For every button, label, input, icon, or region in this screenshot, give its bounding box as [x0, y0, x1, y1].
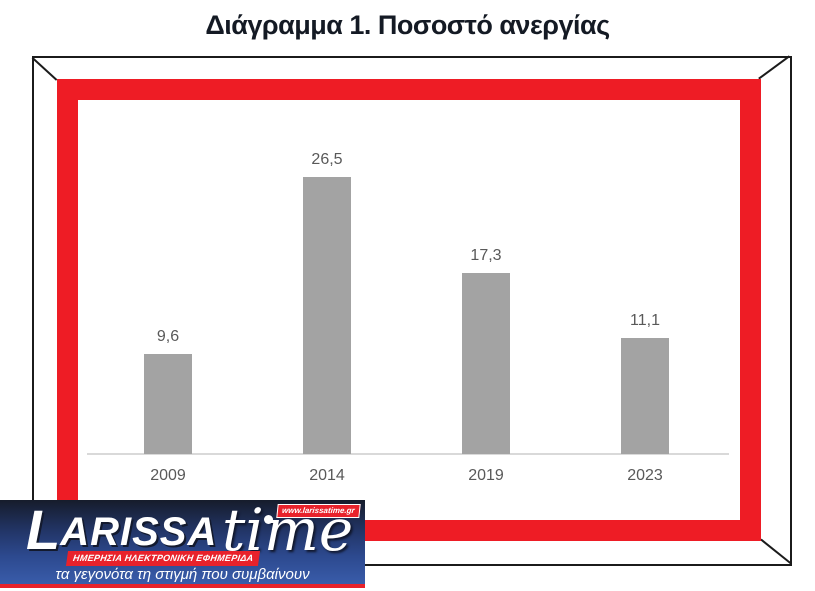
value-label-2009: 9,6 [156, 328, 180, 345]
value-label-2023: 11,1 [630, 312, 660, 329]
bar-2023 [621, 338, 669, 454]
category-label-2014: 2014 [309, 467, 345, 484]
value-label-2019: 17,3 [470, 247, 502, 264]
newspaper-logo: LARISSA time www.larissatime.gr ΗΜΕΡΗΣΙΑ… [0, 500, 365, 588]
logo-letter-l: L [26, 500, 61, 561]
logo-brand-name: LARISSA [26, 502, 217, 558]
logo-dot-icon [264, 515, 273, 524]
logo-website-badge: www.larissatime.gr [276, 504, 361, 518]
outer-frame [32, 56, 792, 566]
value-label-2014: 26,5 [311, 151, 343, 168]
logo-text-arissa: ARISSA [60, 510, 218, 554]
logo-red-strip [0, 584, 365, 588]
bar-2019 [462, 273, 510, 454]
bar-2009 [144, 354, 192, 454]
x-axis-line [87, 453, 729, 455]
bar-2014 [303, 177, 351, 454]
chart-title: Διάγραμμα 1. Ποσοστό ανεργίας [205, 10, 610, 40]
category-label-2023: 2023 [627, 467, 663, 484]
category-label-2009: 2009 [150, 467, 186, 484]
logo-tagline: τα γεγονότα τη στιγμή που συμβαίνουν [55, 566, 310, 583]
logo-subtitle-banner: ΗΜΕΡΗΣΙΑ ΗΛΕΚΤΡΟΝΙΚΗ ΕΦΗΜΕΡΙΔΑ [65, 551, 261, 566]
category-label-2019: 2019 [468, 467, 504, 484]
